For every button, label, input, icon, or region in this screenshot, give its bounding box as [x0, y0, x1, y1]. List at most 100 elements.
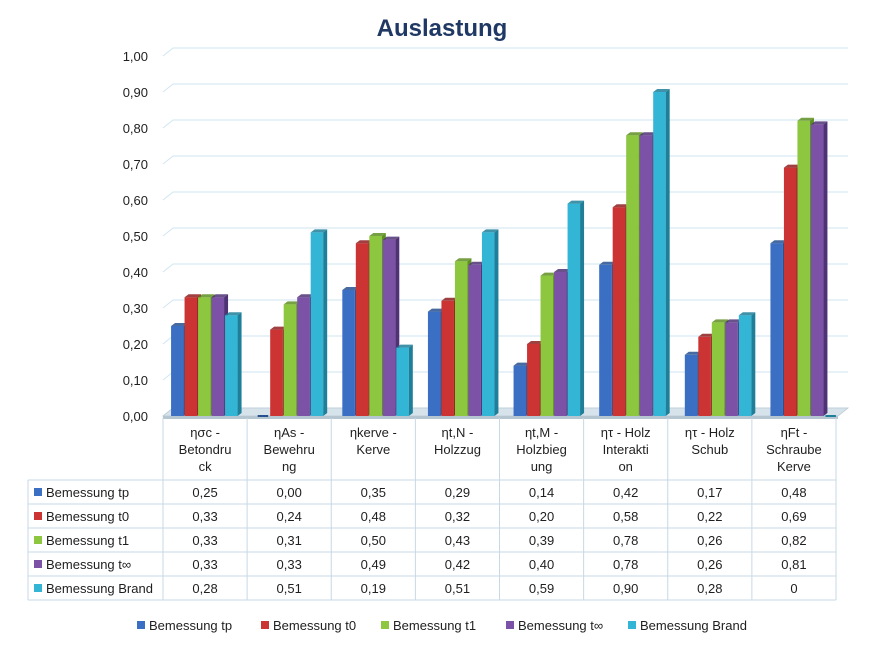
data-label: 0,26	[697, 557, 722, 572]
x-tick-label-line: Kerve	[356, 442, 390, 457]
x-tick-label-line: Holzbieg	[516, 442, 567, 457]
data-label: 0,48	[781, 485, 806, 500]
table-series-swatch	[34, 512, 42, 520]
bar	[396, 344, 413, 416]
x-tick-label-line: ηt,N -	[442, 425, 474, 440]
bar-front	[554, 272, 567, 416]
bar-front	[396, 347, 409, 416]
legend-swatch	[628, 621, 636, 629]
y-tick-label: 0,50	[123, 229, 148, 244]
x-tick-label-line: ck	[199, 459, 213, 474]
bar	[481, 229, 499, 416]
bar-top	[527, 341, 544, 344]
bar-front	[342, 290, 355, 416]
data-label: 0,22	[697, 509, 722, 524]
bar-top	[441, 297, 458, 301]
bar-front	[355, 243, 369, 416]
bar-front	[639, 135, 653, 416]
data-label: 0,42	[613, 485, 638, 500]
bar-top	[184, 294, 202, 298]
x-tick-label-line: Schraube	[766, 442, 822, 457]
bar-top	[797, 117, 814, 121]
x-tick-label: ηt,M - Holzbieg ung	[516, 425, 567, 474]
data-label: 0,58	[613, 509, 638, 524]
bar-side	[494, 229, 499, 416]
table-series-swatch	[34, 536, 42, 544]
data-label: 0,82	[781, 533, 806, 548]
gridline-depth	[162, 191, 174, 201]
legend-swatch	[381, 621, 389, 629]
data-label: 0,00	[277, 485, 302, 500]
bar-front	[270, 329, 283, 416]
bar-front	[810, 124, 824, 417]
data-label: 0,51	[445, 581, 470, 596]
data-label: 0,43	[445, 533, 470, 548]
bar-top	[684, 351, 702, 355]
bar-front	[738, 315, 752, 416]
data-label: 0,17	[697, 485, 722, 500]
bar-front	[225, 315, 238, 416]
y-tick-label: 0,60	[123, 193, 148, 208]
bar-front	[427, 311, 441, 416]
data-label: 0,48	[361, 509, 386, 524]
data-label: 0,19	[361, 581, 386, 596]
bar	[653, 89, 670, 416]
x-tick-label-line: Holzzug	[434, 442, 481, 457]
gridline-depth	[162, 299, 174, 309]
bar-top	[554, 269, 571, 272]
bar-top	[653, 89, 670, 92]
bar-top	[599, 261, 616, 265]
bar-top	[211, 294, 229, 298]
chart-floor-edge	[163, 416, 838, 419]
bar-side	[823, 121, 828, 417]
legend-label: Bemessung tp	[149, 618, 232, 633]
data-label: 0,78	[613, 557, 638, 572]
y-tick-label: 0,20	[123, 337, 148, 352]
x-tick-label-line: ng	[282, 459, 296, 474]
bar-side	[237, 312, 242, 416]
gridline-depth	[162, 263, 174, 273]
gridline-depth	[162, 47, 174, 57]
bar-top	[738, 312, 756, 316]
chart-title: Auslastung	[377, 15, 508, 42]
table-series-swatch	[34, 488, 42, 496]
data-label: 0,50	[361, 533, 386, 548]
bar-front	[540, 275, 554, 416]
y-tick-label: 0,80	[123, 121, 148, 136]
data-label: 0,26	[697, 533, 722, 548]
bar-front	[283, 304, 297, 416]
x-tick-label-line: Schub	[691, 442, 728, 457]
data-label: 0,51	[277, 581, 302, 596]
bar-front	[770, 243, 783, 416]
data-label: 0,33	[192, 509, 217, 524]
table-series-label: Bemessung Brand	[46, 581, 153, 596]
legend-swatch	[261, 621, 269, 629]
x-tick-label: ηFt - Schraube Kerve	[766, 425, 822, 474]
table-series-label: Bemessung t0	[46, 509, 129, 524]
bars	[171, 89, 836, 417]
bar-front	[797, 120, 810, 417]
x-tick-label: ησc - Betondru ck	[179, 425, 232, 474]
legend-swatch	[137, 621, 145, 629]
x-tick-label-line: Bewehru	[264, 442, 315, 457]
bar-top	[396, 344, 413, 348]
x-tick-label: ηAs - Bewehru ng	[264, 425, 315, 474]
gridline-depth	[162, 155, 174, 165]
bar	[257, 415, 269, 417]
x-tick-label-line: ηAs -	[274, 425, 304, 440]
x-tick-label-line: ηkerve -	[350, 425, 397, 440]
bar-front	[171, 326, 184, 416]
bar-top	[567, 200, 585, 204]
gridline-depth	[162, 119, 174, 129]
data-label: 0,20	[529, 509, 554, 524]
bar-top	[198, 294, 215, 298]
x-tick-label-line: ηt,M -	[525, 425, 558, 440]
table-series-label: Bemessung t1	[46, 533, 129, 548]
data-label: 0,28	[697, 581, 722, 596]
bar-top	[171, 323, 188, 326]
bar-front	[725, 322, 738, 416]
bar-front	[184, 297, 198, 416]
legend-swatch	[506, 621, 514, 629]
bar-front	[198, 297, 211, 416]
bar-front	[527, 344, 540, 416]
